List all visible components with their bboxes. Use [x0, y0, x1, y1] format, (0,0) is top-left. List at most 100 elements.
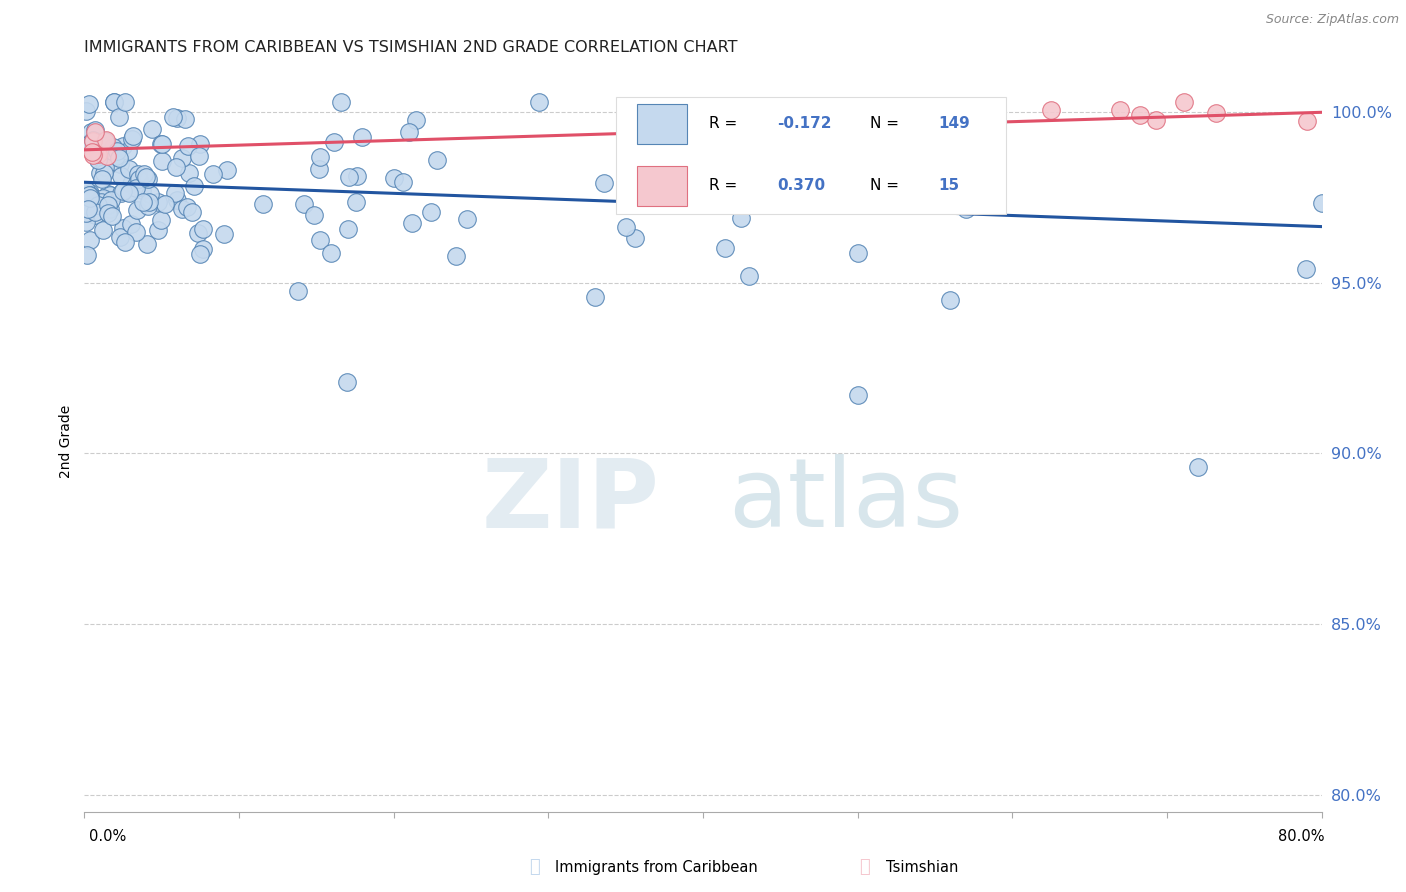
Point — [165, 160, 187, 174]
Point — [846, 388, 869, 402]
Point — [1295, 261, 1317, 276]
Point — [162, 111, 184, 125]
Point — [111, 139, 134, 153]
Point — [107, 111, 129, 125]
Point — [150, 154, 173, 169]
Point — [79, 187, 101, 202]
Point — [138, 195, 160, 210]
Point — [337, 221, 360, 235]
Point — [392, 175, 415, 189]
Text: Immigrants from Caribbean: Immigrants from Caribbean — [555, 860, 758, 874]
Point — [134, 167, 156, 181]
Point — [146, 223, 169, 237]
Point — [1295, 113, 1317, 128]
Point — [346, 169, 368, 184]
Point — [100, 193, 122, 207]
Point — [444, 249, 467, 263]
Point — [456, 211, 478, 226]
Text: N =: N = — [870, 117, 904, 131]
Point — [150, 136, 173, 151]
Point — [125, 203, 148, 218]
Point — [108, 157, 131, 171]
Point — [177, 166, 200, 180]
Point — [118, 186, 141, 200]
Point — [91, 191, 114, 205]
Point — [846, 245, 869, 260]
Point — [84, 205, 107, 219]
Point — [114, 235, 136, 249]
Point — [336, 375, 359, 389]
Point — [252, 197, 274, 211]
Point — [166, 193, 188, 207]
Point — [127, 168, 149, 182]
Point — [188, 136, 211, 151]
Point — [323, 135, 346, 149]
FancyBboxPatch shape — [616, 97, 1007, 214]
Point — [97, 205, 120, 219]
Point — [80, 145, 103, 160]
Point — [714, 241, 737, 255]
Text: R =: R = — [709, 178, 742, 194]
Point — [308, 233, 330, 247]
Point — [308, 150, 330, 164]
Point — [103, 95, 125, 109]
Point — [405, 113, 427, 128]
Point — [187, 227, 209, 241]
Point — [86, 153, 108, 167]
Point — [193, 242, 215, 256]
Point — [117, 144, 139, 158]
Point — [1205, 106, 1227, 120]
Text: 0.0%: 0.0% — [89, 830, 125, 844]
Point — [84, 208, 107, 222]
Point — [624, 230, 647, 244]
Point — [1187, 460, 1209, 475]
Text: IMMIGRANTS FROM CARIBBEAN VS TSIMSHIAN 2ND GRADE CORRELATION CHART: IMMIGRANTS FROM CARIBBEAN VS TSIMSHIAN 2… — [84, 40, 738, 55]
Point — [724, 166, 747, 180]
Point — [420, 205, 443, 219]
Point — [94, 134, 117, 148]
Point — [97, 198, 120, 212]
Point — [103, 148, 125, 162]
Point — [201, 167, 224, 181]
Point — [118, 161, 141, 176]
Point — [110, 169, 132, 183]
Point — [94, 160, 117, 174]
Point — [76, 248, 98, 262]
Point — [83, 198, 105, 212]
Point — [136, 199, 159, 213]
Point — [112, 184, 135, 198]
Point — [401, 216, 423, 230]
Point — [101, 209, 124, 223]
Point — [105, 144, 128, 158]
Point — [121, 132, 143, 146]
Text: Source: ZipAtlas.com: Source: ZipAtlas.com — [1265, 13, 1399, 27]
Point — [1144, 112, 1167, 127]
Point — [131, 194, 153, 209]
Point — [91, 222, 114, 236]
Point — [337, 170, 360, 185]
Point — [176, 200, 198, 214]
Text: -0.172: -0.172 — [778, 117, 832, 131]
Text: Tsimshian: Tsimshian — [886, 860, 957, 874]
Point — [120, 178, 142, 192]
Point — [148, 195, 170, 210]
Point — [84, 123, 107, 137]
Point — [110, 186, 132, 200]
Point — [308, 162, 330, 177]
Text: 80.0%: 80.0% — [1278, 830, 1324, 844]
Point — [939, 293, 962, 307]
Point — [136, 172, 159, 186]
Point — [730, 211, 752, 225]
Point — [75, 183, 97, 197]
Point — [125, 225, 148, 239]
Point — [344, 195, 367, 210]
Point — [80, 125, 103, 139]
Point — [77, 96, 100, 111]
Point — [75, 215, 97, 229]
Point — [153, 196, 176, 211]
Point — [426, 153, 449, 168]
Point — [212, 227, 235, 242]
Point — [174, 112, 197, 127]
Point — [122, 128, 145, 143]
Point — [188, 247, 211, 261]
